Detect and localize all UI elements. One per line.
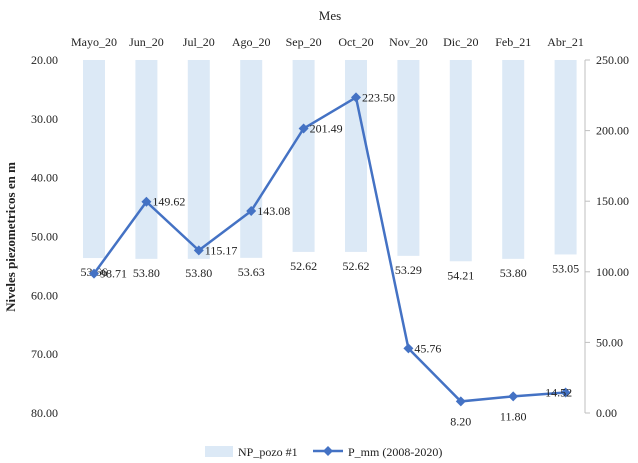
bar-np-pozo (554, 60, 577, 255)
left-tick-label: 60.00 (31, 288, 58, 302)
line-data-label: 149.62 (152, 195, 185, 209)
category-label: Oct_20 (338, 35, 373, 49)
bar-np-pozo (83, 60, 105, 259)
line-marker (246, 205, 257, 216)
left-tick-label: 80.00 (31, 406, 58, 420)
line-p-mm (92, 95, 566, 403)
bar-data-label: 52.62 (343, 259, 370, 273)
right-tick-label: 50.00 (596, 335, 623, 349)
category-label: Jul_20 (183, 35, 215, 49)
bar-data-label: 54.21 (447, 268, 474, 282)
category-label: Mayo_20 (71, 35, 117, 49)
line-marker (560, 387, 571, 398)
line-data-label: 11.80 (500, 409, 527, 423)
line-marker (298, 123, 309, 134)
legend-swatch-marker (323, 446, 333, 456)
line-marker (403, 343, 414, 354)
category-label: Nov_20 (389, 35, 428, 49)
legend-label-line: P_mm (2008-2020) (348, 445, 442, 459)
line-data-label: 45.76 (414, 341, 441, 355)
right-tick-label: 100.00 (596, 265, 629, 279)
line-marker (141, 196, 152, 207)
line-data-label: 8.20 (450, 414, 471, 428)
top-axis-title: Mes (319, 8, 341, 23)
bar-data-label: 52.62 (290, 259, 317, 273)
bar-data-label: 53.80 (500, 266, 527, 280)
bar-data-label: 53.29 (395, 263, 422, 277)
category-label: Abr_21 (547, 35, 584, 49)
bar-data-label: 53.05 (552, 261, 579, 275)
category-label: Jun_20 (129, 35, 164, 49)
bar-np-pozo (135, 60, 158, 259)
bar-np-pozo (345, 60, 367, 252)
line-marker (193, 245, 204, 256)
category-label: Dic_20 (443, 35, 478, 49)
left-tick-label: 50.00 (31, 230, 58, 244)
right-tick-label: 150.00 (596, 194, 629, 208)
line-data-label: 201.49 (310, 121, 343, 135)
bar-data-label: 53.80 (133, 266, 160, 280)
category-label: Sep_20 (286, 35, 322, 49)
bar-data-label: 53.63 (238, 265, 265, 279)
right-tick-label: 250.00 (596, 53, 629, 67)
left-tick-label: 20.00 (31, 53, 58, 67)
line-marker (455, 396, 466, 407)
bar-np-pozo (449, 60, 472, 262)
line-marker (508, 391, 519, 402)
left-tick-label: 40.00 (31, 171, 58, 185)
line-data-label: 14.52 (545, 385, 572, 399)
left-tick-label: 30.00 (31, 112, 58, 126)
category-label: Ago_20 (232, 35, 271, 49)
line-marker (89, 268, 99, 279)
line-data-label: 143.08 (257, 204, 290, 218)
category-label: Feb_21 (495, 35, 531, 49)
left-axis-title: Niveles piezometricos en m (3, 162, 18, 312)
bar-np-pozo (397, 60, 420, 256)
legend-swatch-bar (205, 446, 233, 457)
legend: NP_pozo #1 P_mm (2008-2020) (205, 445, 442, 459)
line-data-label: 223.50 (362, 90, 395, 104)
bar-np-pozo (240, 60, 263, 258)
right-tick-label: 0.00 (596, 406, 617, 420)
bar-np-pozo (292, 60, 315, 252)
line-data-label: 115.17 (205, 243, 238, 257)
line-data-label: 98.71 (100, 267, 127, 281)
right-tick-label: 200.00 (596, 124, 629, 138)
legend-label-bar: NP_pozo #1 (238, 445, 298, 459)
left-tick-label: 70.00 (31, 347, 58, 361)
bar-data-label: 53.80 (185, 266, 212, 280)
line-marker (351, 92, 361, 103)
bar-np-pozo (187, 60, 210, 259)
bar-np-pozo (502, 60, 525, 259)
